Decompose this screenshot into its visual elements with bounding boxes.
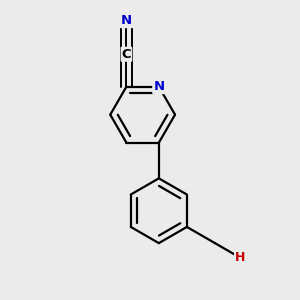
Text: N: N [153, 80, 164, 93]
Text: C: C [122, 48, 131, 61]
Text: N: N [121, 14, 132, 27]
Text: H: H [235, 251, 245, 264]
